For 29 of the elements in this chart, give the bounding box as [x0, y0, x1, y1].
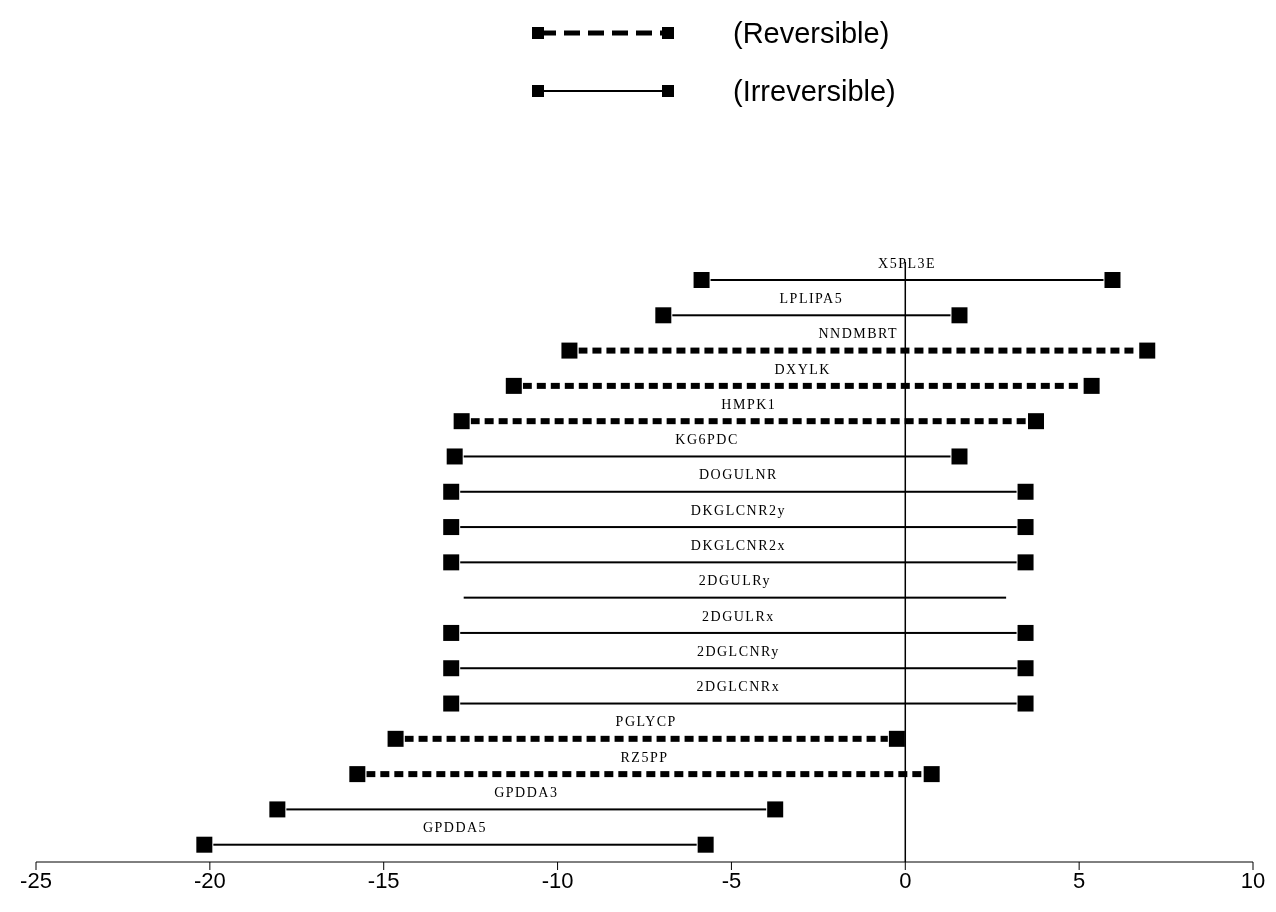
- x-tick-label: -5: [721, 867, 742, 893]
- y-tick-label: LPLIPA5: [779, 290, 844, 306]
- y-tick-label: X5PL3E: [878, 255, 937, 271]
- x-tick-label: -25: [20, 867, 52, 893]
- bar: [213, 843, 697, 846]
- y-tick-label: GPDDA5: [422, 820, 488, 836]
- y-tick-label: DKGLCNR2y: [690, 502, 786, 518]
- y-tick-label: GPDDA3: [494, 785, 559, 801]
- x-tick-label: -10: [541, 867, 574, 893]
- y-tick-label: DXYLK: [774, 361, 831, 377]
- y-tick-label: 2DGLCNRy: [696, 643, 780, 659]
- legend-label: (Irreversible): [733, 74, 896, 108]
- x-tick-label: -15: [367, 867, 400, 893]
- x-tick-label: 10: [1240, 867, 1266, 893]
- y-tick-label: DOGULNR: [698, 467, 778, 483]
- y-tick-label: 2DGLCNRx: [696, 679, 781, 695]
- y-tick-label: 2DGULRx: [702, 608, 775, 624]
- y-tick-label: HMPK1: [721, 396, 777, 412]
- x-tick-label: 0: [899, 867, 912, 893]
- legend-label: (Reversible): [733, 16, 890, 50]
- y-tick-label: RZ5PP: [620, 749, 669, 765]
- x-tick-label: -20: [193, 867, 226, 893]
- y-tick-label: PGLYCP: [615, 714, 677, 730]
- y-tick-label: NNDMBRT: [818, 326, 899, 342]
- y-tick-label: 2DGULRy: [698, 573, 771, 589]
- y-tick-label: DKGLCNR2x: [690, 538, 786, 553]
- bar: [286, 808, 767, 811]
- y-tick-label: KG6PDC: [675, 432, 739, 448]
- x-tick-label: 5: [1073, 867, 1086, 893]
